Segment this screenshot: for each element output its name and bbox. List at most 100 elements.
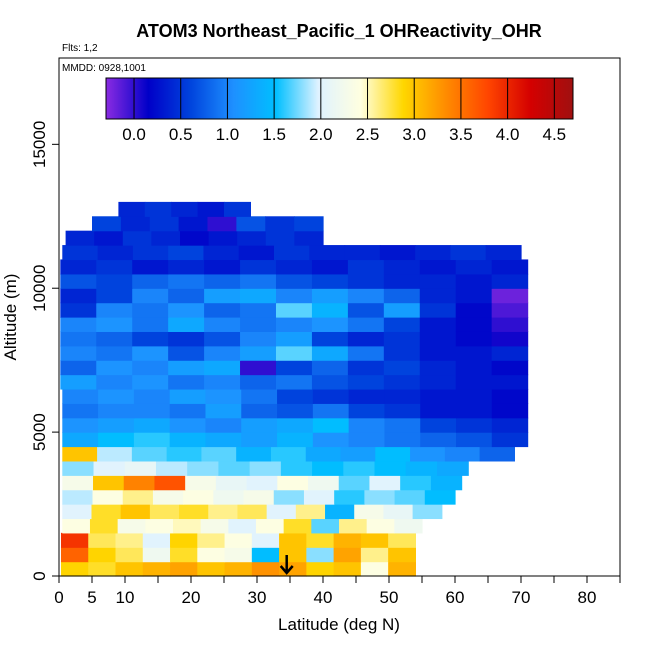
x-tick-label: 80 bbox=[578, 588, 597, 607]
heatmap-cell bbox=[133, 432, 171, 448]
heatmap-cell bbox=[388, 561, 416, 577]
heatmap-cell bbox=[62, 245, 99, 261]
heatmap-cell bbox=[204, 302, 241, 318]
heatmap-cell bbox=[204, 331, 241, 347]
heatmap-cell bbox=[144, 201, 172, 217]
heatmap-cell bbox=[133, 403, 171, 419]
x-tick-label: 70 bbox=[512, 588, 531, 607]
heatmap-cell bbox=[197, 561, 226, 577]
heatmap-cell bbox=[455, 345, 493, 361]
heatmap-cell bbox=[311, 360, 349, 376]
x-tick-label: 40 bbox=[314, 588, 333, 607]
heatmap-cell bbox=[456, 432, 493, 448]
heatmap-cell bbox=[394, 489, 426, 505]
heatmap-cell bbox=[294, 230, 324, 246]
heatmap-cell bbox=[450, 245, 487, 261]
heatmap-cell bbox=[240, 360, 277, 376]
heatmap-cell bbox=[238, 245, 275, 261]
heatmap-cell bbox=[224, 201, 251, 217]
heatmap-cell bbox=[384, 417, 421, 433]
heatmap-cell bbox=[419, 302, 457, 318]
heatmap-cell bbox=[311, 317, 349, 332]
heatmap-cell bbox=[366, 518, 395, 534]
heatmap-cell bbox=[122, 230, 152, 246]
heatmap-cell bbox=[132, 345, 169, 361]
heatmap-cell bbox=[168, 360, 205, 376]
heatmap-cell bbox=[491, 331, 529, 347]
heatmap-cell bbox=[379, 245, 416, 261]
heatmap-cell bbox=[151, 230, 181, 246]
heatmap-cell bbox=[491, 417, 529, 433]
heatmap-cell bbox=[224, 561, 253, 577]
heatmap-cell bbox=[97, 245, 134, 261]
heatmap-cell bbox=[360, 547, 389, 563]
heatmap-cell bbox=[142, 561, 171, 577]
heatmap-cell bbox=[455, 302, 493, 318]
heatmap-cell bbox=[204, 273, 241, 289]
heatmap-cell bbox=[312, 388, 350, 404]
heatmap-cell bbox=[312, 417, 350, 433]
heatmap-cell bbox=[309, 245, 346, 261]
heatmap-cell bbox=[265, 216, 295, 232]
heatmap-cell bbox=[347, 331, 385, 347]
colorbar-tick-label: 2.0 bbox=[309, 125, 333, 144]
heatmap-cell bbox=[383, 317, 421, 332]
heatmap-cell bbox=[169, 432, 207, 448]
heatmap-cell bbox=[265, 230, 295, 246]
colorbar-tick-label: 1.5 bbox=[262, 125, 286, 144]
heatmap-cell bbox=[348, 403, 386, 419]
heatmap-cell bbox=[172, 518, 202, 534]
x-tick-label: 20 bbox=[182, 588, 201, 607]
heatmap-cell bbox=[311, 331, 349, 347]
x-axis-label: Latitude (deg N) bbox=[278, 615, 400, 634]
heatmap-cell bbox=[273, 489, 305, 505]
heatmap-cell bbox=[93, 475, 125, 491]
heatmap-cell bbox=[295, 504, 326, 520]
heatmap-cell bbox=[308, 475, 340, 491]
heatmap-cell bbox=[170, 532, 198, 548]
heatmap-cell bbox=[491, 403, 529, 419]
heatmap-cell bbox=[62, 460, 95, 476]
heatmap-cell bbox=[132, 360, 169, 376]
heatmap-cell bbox=[96, 331, 133, 347]
heatmap-cell bbox=[241, 403, 278, 419]
heatmap-cell bbox=[275, 288, 313, 304]
heatmap-cell bbox=[62, 388, 99, 404]
heatmap-cell bbox=[197, 547, 226, 563]
heatmap-cell bbox=[205, 432, 242, 448]
heatmap-cell bbox=[275, 317, 313, 332]
heatmap-cell bbox=[120, 216, 151, 232]
heatmap-cell bbox=[246, 475, 278, 491]
heatmap-cell bbox=[236, 216, 266, 232]
heatmap-cell bbox=[311, 345, 349, 361]
heatmap-cell bbox=[400, 475, 432, 491]
heatmap-cell bbox=[62, 446, 98, 462]
colorbar-tick-label: 4.5 bbox=[542, 125, 566, 144]
heatmap-cell bbox=[491, 259, 529, 275]
heatmap-cell bbox=[491, 360, 529, 376]
heatmap-cell bbox=[420, 403, 457, 419]
heatmap-cell bbox=[62, 432, 99, 448]
heatmap-cell bbox=[224, 532, 253, 548]
heatmap-cell bbox=[275, 273, 313, 289]
heatmap-cell bbox=[185, 475, 217, 491]
heatmap-cell bbox=[383, 331, 421, 347]
heatmap-cell bbox=[132, 331, 169, 347]
heatmap-cell bbox=[394, 518, 423, 534]
heatmap-cell bbox=[169, 403, 207, 419]
heatmap-cell bbox=[348, 417, 386, 433]
heatmap-cell bbox=[479, 446, 515, 462]
heatmap-cell bbox=[420, 388, 457, 404]
heatmap-cell bbox=[419, 317, 457, 332]
heatmap-cell bbox=[132, 245, 169, 261]
colorbar-tick-label: 3.0 bbox=[402, 125, 426, 144]
heatmap-cell bbox=[97, 446, 133, 462]
heatmap-cell bbox=[115, 547, 144, 563]
heatmap-cell bbox=[251, 532, 280, 548]
heatmap-cell bbox=[347, 302, 385, 318]
heatmap-cell bbox=[168, 245, 205, 261]
heatmap-cell bbox=[249, 460, 282, 476]
heatmap-cell bbox=[96, 374, 133, 390]
heatmap-cell bbox=[132, 374, 169, 390]
